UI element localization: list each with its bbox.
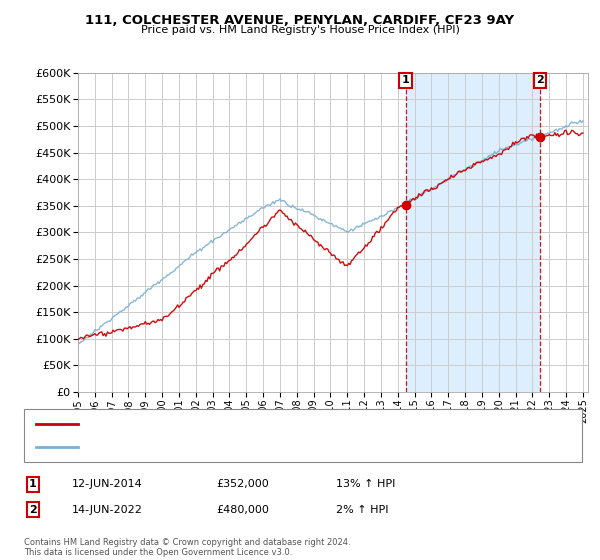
Bar [406,73,540,392]
Text: 12-JUN-2014: 12-JUN-2014 [72,479,143,489]
Text: Price paid vs. HM Land Registry's House Price Index (HPI): Price paid vs. HM Land Registry's House … [140,25,460,35]
Text: 1: 1 [29,479,37,489]
Text: 14-JUN-2022: 14-JUN-2022 [72,505,143,515]
Text: £352,000: £352,000 [216,479,269,489]
Text: 13% ↑ HPI: 13% ↑ HPI [336,479,395,489]
Text: 1: 1 [401,76,409,86]
Text: £480,000: £480,000 [216,505,269,515]
Text: 2: 2 [536,76,544,86]
Text: Contains HM Land Registry data © Crown copyright and database right 2024.
This d: Contains HM Land Registry data © Crown c… [24,538,350,557]
Text: HPI: Average price, detached house, Cardiff: HPI: Average price, detached house, Card… [87,442,315,452]
Text: 2: 2 [29,505,37,515]
Text: 111, COLCHESTER AVENUE, PENYLAN, CARDIFF, CF23 9AY (detached house): 111, COLCHESTER AVENUE, PENYLAN, CARDIFF… [87,419,484,429]
Text: 2% ↑ HPI: 2% ↑ HPI [336,505,389,515]
Text: 111, COLCHESTER AVENUE, PENYLAN, CARDIFF, CF23 9AY: 111, COLCHESTER AVENUE, PENYLAN, CARDIFF… [85,14,515,27]
